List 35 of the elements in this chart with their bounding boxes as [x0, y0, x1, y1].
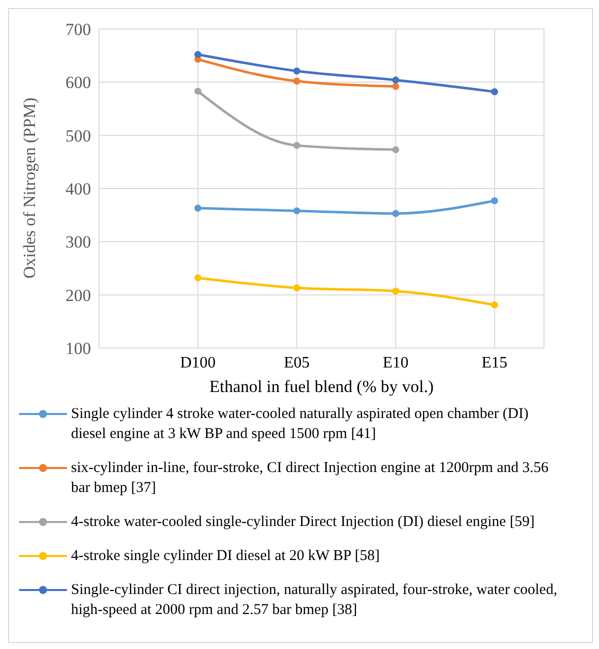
point	[194, 51, 202, 58]
legend-label: six-cylinder in-line, four-stroke, CI direct Injection engine at 1200rpm and 3.56 bar bmep [37]	[71, 459, 550, 498]
point	[392, 82, 400, 90]
y-tick-label: 100	[66, 339, 91, 358]
point	[491, 301, 498, 308]
point	[392, 210, 400, 217]
point	[293, 207, 300, 214]
y-tick-label: 200	[66, 286, 91, 305]
x-tick-label: D100	[180, 354, 216, 372]
x-tick-label: E05	[284, 354, 310, 372]
point	[293, 68, 300, 74]
x-tick-label: E15	[482, 354, 508, 372]
y-tick-label: 600	[66, 73, 91, 92]
point	[194, 88, 202, 95]
point	[491, 88, 498, 96]
y-tick-label: 300	[66, 232, 91, 252]
point	[392, 76, 400, 84]
y-tick-label: 400	[66, 180, 91, 199]
legend-label: 4-stroke single cylinder DI diesel at 20 kW BP [58]	[71, 547, 380, 566]
point	[392, 288, 400, 295]
legend-label: 4-stroke water-cooled single-cylinder Direct Injection (DI) diesel engine [59]	[71, 513, 535, 532]
legend-label: Single cylinder 4 stroke water-cooled naturally aspirated open chamber (DI) diesel engine at 3 kW BP and speed 1500 rpm [41]	[71, 405, 530, 444]
y-tick-label: 700	[66, 20, 91, 40]
legend-label: Single-cylinder CI direct injection, naturally aspirated, four-stroke, water cooled, high-speed at 2000 rpm and 2.57 bar bmep [38]	[71, 581, 558, 620]
x-axis-title: Ethanol in fuel blend (% by vol.)	[209, 377, 434, 396]
point	[491, 197, 498, 204]
point	[293, 142, 300, 149]
y-tick-label: 500	[66, 126, 91, 146]
point	[293, 284, 300, 292]
x-tick-label: E10	[382, 354, 409, 372]
y-axis-title: Oxides of Nitrogen (PPM)	[20, 98, 40, 278]
point	[194, 204, 202, 212]
point	[293, 78, 300, 85]
point	[392, 146, 400, 154]
point	[194, 274, 202, 282]
